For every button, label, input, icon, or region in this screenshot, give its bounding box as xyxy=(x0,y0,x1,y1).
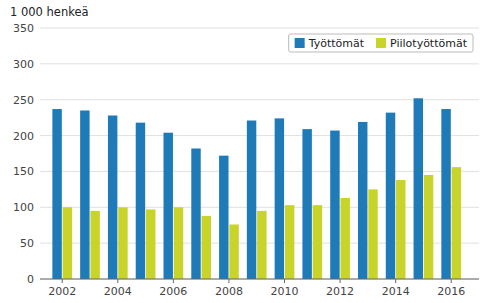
grid-line xyxy=(40,279,479,280)
bar xyxy=(257,211,266,279)
bar xyxy=(146,209,155,279)
y-tick-label: 300 xyxy=(13,58,34,71)
x-tick-label: 2014 xyxy=(382,285,410,298)
x-tick xyxy=(117,279,118,283)
bar xyxy=(340,198,349,279)
bar xyxy=(202,216,211,279)
bar xyxy=(414,98,423,279)
x-tick xyxy=(340,279,341,283)
bar xyxy=(90,211,99,279)
bar xyxy=(164,133,173,279)
bar xyxy=(229,224,238,279)
legend-label: Piilotyöttömät xyxy=(390,37,468,50)
bar xyxy=(108,115,117,279)
x-tick xyxy=(284,279,285,283)
y-tick-label: 350 xyxy=(13,22,34,35)
x-axis-line xyxy=(40,279,479,280)
bar xyxy=(174,207,183,279)
x-tick xyxy=(173,279,174,283)
bar xyxy=(396,180,405,279)
x-tick-label: 2006 xyxy=(159,285,187,298)
y-tick-label: 50 xyxy=(20,237,34,250)
bar xyxy=(191,148,200,279)
bar xyxy=(313,205,322,279)
grid-line xyxy=(40,135,479,136)
bar xyxy=(63,207,72,279)
legend-swatch xyxy=(295,38,305,48)
legend-box xyxy=(289,34,473,52)
bar xyxy=(302,129,311,279)
grid-line xyxy=(40,207,479,208)
chart: 0 50 100 150 200 250 300 350 2002 2004 2006 2008 201… xyxy=(0,0,491,303)
x-tick xyxy=(62,279,63,283)
bar xyxy=(52,109,61,279)
x-tick-label: 2012 xyxy=(326,285,354,298)
x-tick-label: 2008 xyxy=(215,285,243,298)
bar xyxy=(80,110,89,279)
x-tick-label: 2010 xyxy=(271,285,299,298)
bars xyxy=(52,98,461,279)
bar xyxy=(358,122,367,279)
bar xyxy=(118,207,127,279)
bar xyxy=(452,167,461,279)
bar xyxy=(441,109,450,279)
bar xyxy=(247,121,256,279)
bar xyxy=(219,156,228,279)
grid-line xyxy=(40,28,479,29)
y-tick-label: 250 xyxy=(13,94,34,107)
y-tick-label: 150 xyxy=(13,165,34,178)
grid-line xyxy=(40,171,479,172)
legend-label: Työttömät xyxy=(308,37,365,50)
bar xyxy=(386,113,395,279)
x-tick xyxy=(451,279,452,283)
y-tick-label: 0 xyxy=(27,273,34,286)
bar xyxy=(136,123,145,279)
bar xyxy=(368,189,377,279)
y-axis-label: 1 000 henkeä xyxy=(10,5,89,19)
x-axis: 2002 2004 2006 2008 2010 2012 2014 2016 xyxy=(40,279,479,298)
legend: Työttömät Piilotyöttömät xyxy=(289,34,473,52)
grid-line xyxy=(40,63,479,64)
y-tick-label: 200 xyxy=(13,130,34,143)
y-tick-label: 100 xyxy=(13,201,34,214)
x-tick-label: 2004 xyxy=(104,285,132,298)
grid-line xyxy=(40,99,479,100)
x-tick-label: 2016 xyxy=(437,285,465,298)
bar xyxy=(275,118,284,279)
bar xyxy=(285,205,294,279)
x-tick xyxy=(395,279,396,283)
legend-swatch xyxy=(376,38,386,48)
x-tick xyxy=(228,279,229,283)
chart-container: 0 50 100 150 200 250 300 350 2002 2004 2006 2008 201… xyxy=(0,0,491,303)
x-tick-label: 2002 xyxy=(48,285,76,298)
bar xyxy=(424,175,433,279)
y-axis: 0 50 100 150 200 250 300 350 xyxy=(13,22,479,286)
bar xyxy=(330,131,339,279)
